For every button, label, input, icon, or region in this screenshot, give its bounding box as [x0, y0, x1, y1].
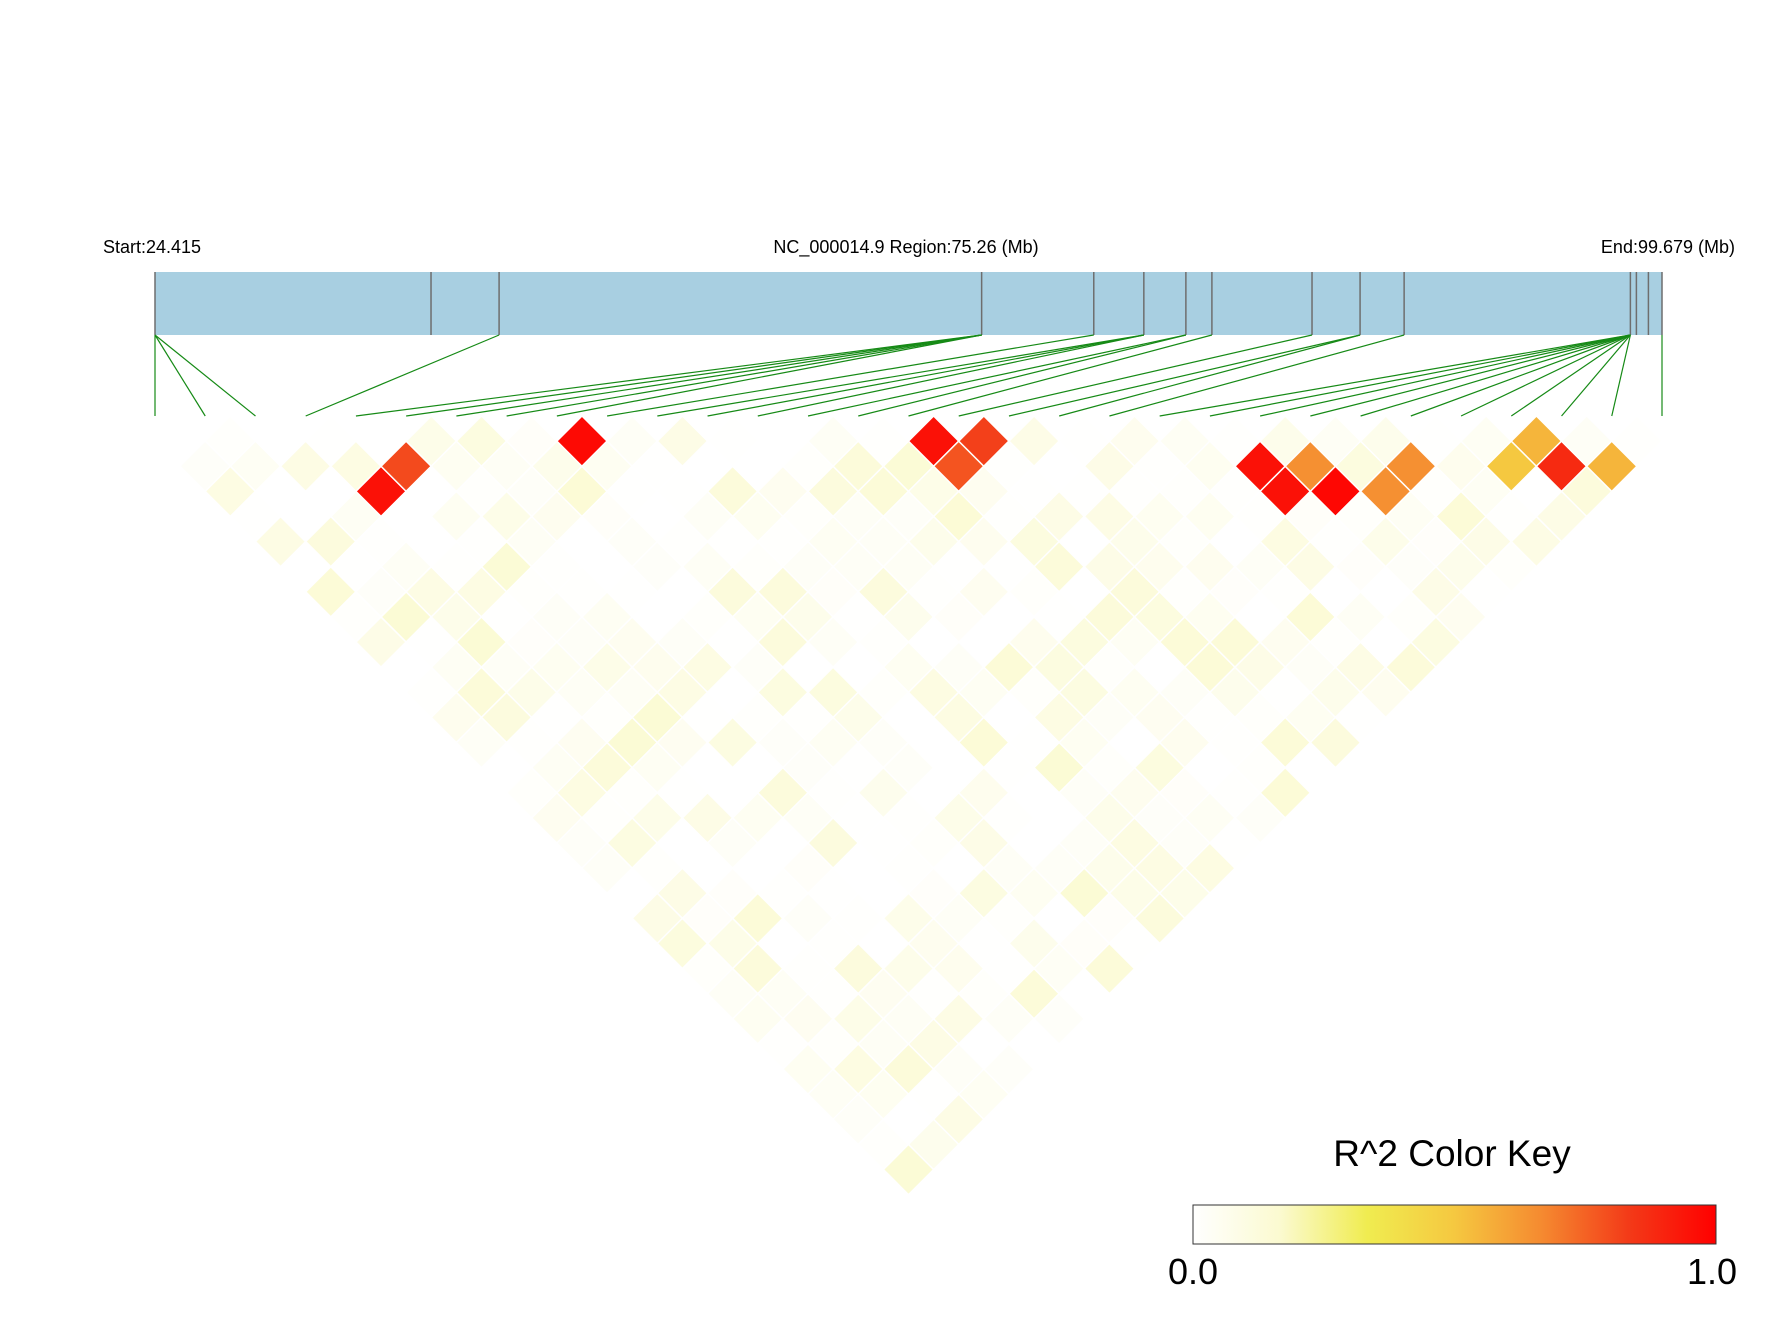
snp-map-line: [1360, 334, 1631, 417]
ld-cell: [1610, 414, 1664, 468]
snp-map-line: [1460, 334, 1631, 417]
snp-map-line: [807, 334, 1187, 417]
snp-map-line: [154, 334, 256, 417]
snp-map-lines: [154, 334, 1663, 417]
chromosome-bar: [155, 272, 1662, 335]
snp-map-line: [1260, 334, 1631, 417]
region-label: NC_000014.9 Region:75.26 (Mb): [773, 237, 1038, 258]
snp-map-line: [1410, 334, 1631, 417]
snp-map-line: [1561, 334, 1631, 417]
color-key-max-label: 1.0: [1687, 1251, 1737, 1292]
snp-map-line: [355, 334, 982, 417]
snp-map-line: [1310, 334, 1631, 417]
snp-map-line: [406, 334, 982, 417]
snp-map-line: [958, 334, 1313, 417]
snp-map-line: [757, 334, 1144, 417]
snp-map-line: [1611, 334, 1631, 417]
snp-map-line: [707, 334, 1144, 417]
start-label: Start:24.415: [103, 237, 201, 257]
snp-map-line: [506, 334, 982, 417]
color-key-bar: [1192, 1204, 1717, 1245]
snp-map-line: [556, 334, 982, 417]
snp-map-line: [1510, 334, 1631, 417]
snp-map-line: [858, 334, 1187, 417]
color-key-title: R^2 Color Key: [1333, 1133, 1571, 1174]
snp-markers: [154, 272, 1663, 335]
snp-map-line: [1159, 334, 1631, 417]
end-label: End:99.679 (Mb): [1601, 237, 1735, 257]
snp-map-line: [657, 334, 1144, 417]
snp-map-line: [154, 334, 206, 417]
snp-map-line: [456, 334, 982, 417]
snp-map-line: [1209, 334, 1631, 417]
snp-map-line: [1059, 334, 1361, 417]
snp-map-line: [1008, 334, 1361, 417]
snp-map-line: [607, 334, 1094, 417]
snp-map-line: [908, 334, 1213, 417]
snp-map-line: [305, 334, 500, 417]
snp-map-line: [1109, 334, 1405, 417]
color-key-min-label: 0.0: [1168, 1251, 1218, 1292]
ld-cells: [153, 414, 1664, 1196]
